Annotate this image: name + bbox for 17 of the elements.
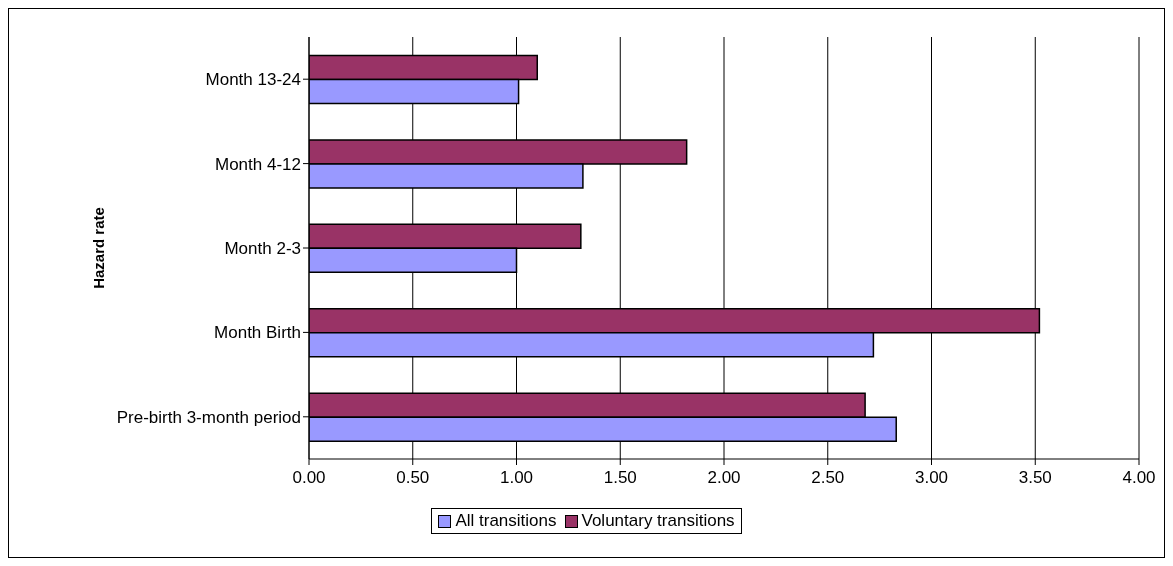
y-tick-label: Month 13-24 (205, 70, 301, 90)
legend-label: All transitions (454, 511, 557, 531)
x-tick-label: 1.00 (499, 468, 534, 488)
legend-label: Voluntary transitions (580, 511, 735, 531)
y-tick-label: Pre-birth 3-month period (116, 407, 301, 427)
y-tick-label: Month 2-3 (224, 239, 301, 259)
x-tick-label: 3.00 (914, 468, 949, 488)
x-tick-label: 4.00 (1122, 468, 1156, 488)
y-tick-label: Month 4-12 (215, 154, 301, 174)
x-tick-label: 3.50 (1018, 468, 1052, 488)
x-tick-label: 1.50 (603, 468, 637, 488)
x-tick-label: 0.50 (396, 468, 430, 488)
x-tick-label: 0.00 (292, 468, 326, 488)
x-tick-label: 2.50 (811, 468, 845, 488)
y-axis-title: Hazard rate (90, 207, 108, 289)
x-tick-label: 2.00 (707, 468, 741, 488)
y-tick-label: Month Birth (214, 323, 301, 343)
